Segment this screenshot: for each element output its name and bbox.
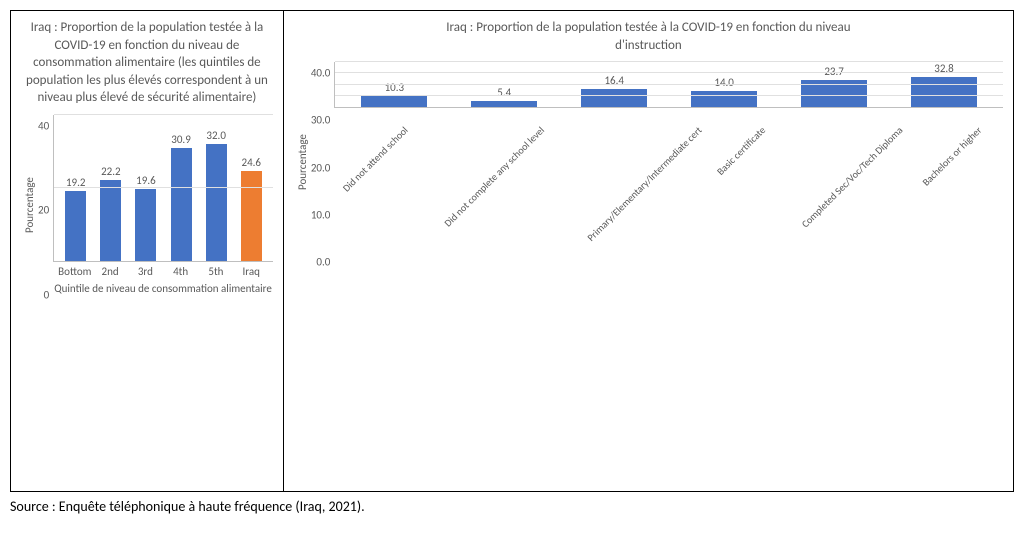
chart-left-panel: Iraq : Proportion de la population testé… (11, 11, 284, 491)
ytick: 20.0 (311, 162, 331, 173)
ytick: 20 (38, 205, 49, 216)
bar-value-label: 19.6 (136, 174, 156, 187)
bar-column: 32.8 (889, 62, 999, 107)
chart-right-plot: 10.3 5.4 16.4 14.023.732.8 (334, 62, 1003, 108)
bar (911, 77, 977, 107)
ytick: 30.0 (311, 115, 331, 126)
ytick: 40.0 (311, 68, 331, 79)
bar (100, 180, 121, 261)
bar-column: 30.9 (163, 115, 198, 261)
bar (65, 191, 86, 261)
chart-left-ylabel: Pourcentage (21, 115, 38, 295)
bar-value-label: 30.9 (171, 133, 191, 146)
chart-left-xlabels: Bottom2nd3rd4th5thIraq (53, 262, 273, 278)
bar (691, 91, 757, 107)
ytick: 0 (38, 289, 49, 300)
x-tick-label: 2nd (92, 265, 127, 278)
gridline (54, 114, 273, 115)
chart-left-yaxis: 0 20 40 (38, 115, 53, 295)
bar-value-label: 22.2 (101, 165, 121, 178)
bar (361, 96, 427, 108)
chart-left-plotwrap: 19.2 22.2 19.6 30.9 32.0 24.6 Bottom2nd3rd4th… (53, 115, 273, 295)
chart-right-area: Pourcentage 0.0 10.0 20.0 30.0 40.0 10.3… (294, 62, 1003, 262)
chart-left-area: Pourcentage 0 20 40 19.2 22.2 19.6 30.9 32.0… (21, 115, 273, 295)
bar (241, 171, 262, 261)
source-text: Source : Enquête téléphonique à haute fr… (10, 498, 1014, 515)
chart-right-title: Iraq : Proportion de la population testé… (438, 19, 858, 54)
gridline (335, 61, 1003, 62)
bar-value-label: 32.0 (206, 129, 226, 142)
ytick: 10.0 (311, 209, 331, 220)
bar-column: 14.0 (669, 62, 779, 107)
chart-right-xlabels: Did not attend schoolDid not complete an… (334, 108, 1003, 262)
bar-column: 19.2 (58, 115, 93, 261)
chart-right-bars: 10.3 5.4 16.4 14.023.732.8 (335, 62, 1003, 107)
bar-column: 5.4 (449, 62, 559, 107)
bar-column: 19.6 (128, 115, 163, 261)
chart-left-xlabel: Quintile de niveau de consommation alime… (53, 282, 273, 295)
x-tick-label: 4th (163, 265, 198, 278)
chart-right-plotwrap: 10.3 5.4 16.4 14.023.732.8 Did not attend s… (334, 62, 1003, 262)
bar (171, 148, 192, 261)
chart-left-title: Iraq : Proportion de la population testé… (21, 19, 273, 107)
bar-value-label: 24.6 (242, 156, 262, 169)
bar-value-label: 10.3 (385, 81, 405, 94)
bar-value-label: 5.4 (497, 86, 511, 99)
chart-right-panel: Iraq : Proportion de la population testé… (284, 11, 1013, 491)
x-tick-label: 5th (198, 265, 233, 278)
bar-column: 24.6 (234, 115, 269, 261)
chart-left-plot: 19.2 22.2 19.6 30.9 32.0 24.6 (53, 115, 273, 262)
bar-value-label: 16.4 (604, 74, 624, 87)
bar (206, 144, 227, 261)
bar-column: 10.3 (339, 62, 449, 107)
ytick: 40 (38, 120, 49, 131)
x-tick-label: Bottom (57, 265, 92, 278)
bar-column: 23.7 (779, 62, 889, 107)
gridline (335, 95, 1003, 96)
x-tick-label: Iraq (234, 265, 269, 278)
panels-container: Iraq : Proportion de la population testé… (10, 10, 1014, 492)
bar-column: 32.0 (199, 115, 234, 261)
x-tick-label: 3rd (128, 265, 163, 278)
gridline (335, 72, 1003, 73)
bar-column: 16.4 (559, 62, 669, 107)
bar (135, 189, 156, 261)
chart-right-yaxis: 0.0 10.0 20.0 30.0 40.0 (311, 62, 335, 262)
gridline (335, 84, 1003, 85)
bar (581, 89, 647, 107)
chart-right-ylabel: Pourcentage (294, 62, 311, 262)
chart-left-bars: 19.2 22.2 19.6 30.9 32.0 24.6 (54, 115, 273, 261)
ytick: 0.0 (311, 257, 331, 268)
gridline (54, 187, 273, 188)
bar-column: 22.2 (93, 115, 128, 261)
bar (471, 101, 537, 107)
